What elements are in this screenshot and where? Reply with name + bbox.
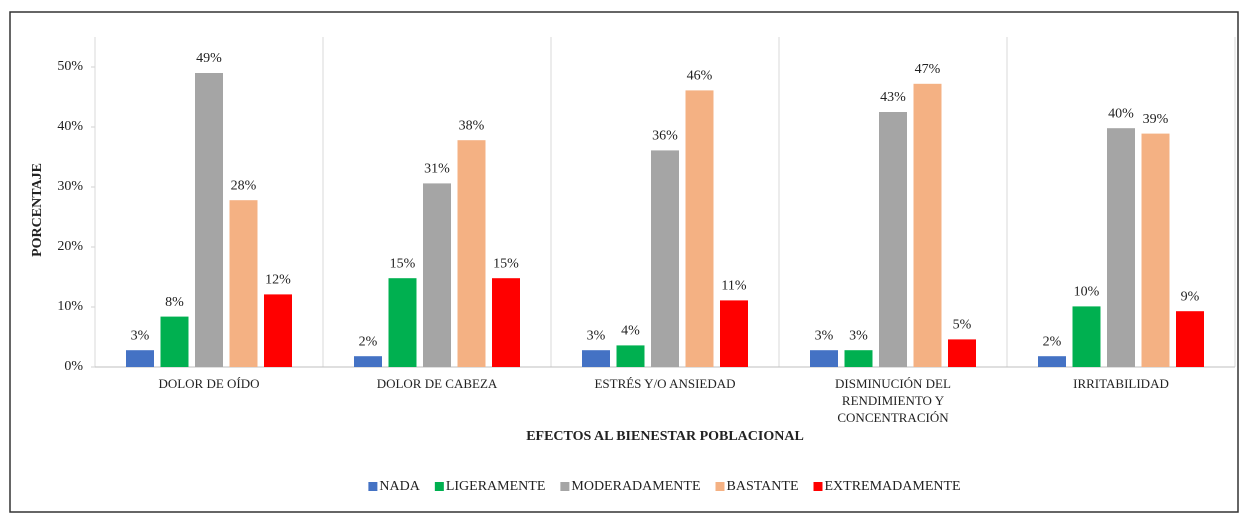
bar	[582, 350, 610, 367]
legend-swatch	[715, 482, 725, 491]
x-tick-label-line: DISMINUCIÓN DEL	[835, 376, 951, 391]
data-label: 10%	[1074, 285, 1100, 300]
data-label: 3%	[849, 328, 868, 343]
legend-swatch	[813, 482, 823, 491]
bar	[160, 316, 189, 367]
bar	[229, 200, 258, 367]
data-label: 39%	[1143, 112, 1169, 127]
bar	[1038, 356, 1066, 367]
bar	[1141, 133, 1170, 367]
data-label: 28%	[231, 178, 257, 193]
data-label: 15%	[493, 256, 519, 271]
legend-swatch	[368, 482, 378, 491]
bar	[720, 300, 748, 367]
data-label: 3%	[131, 328, 150, 343]
x-tick-label: IRRITABILIDAD	[1073, 376, 1169, 391]
data-label: 4%	[621, 324, 640, 339]
data-label: 49%	[196, 51, 222, 66]
bar	[685, 90, 714, 368]
y-tick-label: 0%	[64, 359, 83, 374]
legend-label: LIGERAMENTE	[446, 479, 546, 494]
data-label: 2%	[1043, 334, 1062, 349]
x-tick-label-line: RENDIMIENTO Y	[842, 393, 945, 408]
bar	[264, 294, 292, 367]
bar	[651, 150, 679, 367]
data-label: 43%	[880, 90, 906, 105]
x-tick-label: DISMINUCIÓN DEL RENDIMIENTO Y CONCENTRACIÓ…	[835, 376, 951, 425]
x-tick-label: ESTRÉS Y/O ANSIEDAD	[594, 376, 735, 391]
legend-label: NADA	[379, 479, 420, 494]
legend-label: BASTANTE	[727, 479, 799, 494]
bar	[879, 112, 907, 367]
x-tick-label: DOLOR DE CABEZA	[377, 376, 498, 391]
data-label: 15%	[390, 256, 416, 271]
data-label: 12%	[265, 273, 291, 288]
y-axis-title: PORCENTAJE	[30, 163, 45, 257]
y-tick-label: 20%	[57, 239, 83, 254]
data-label: 5%	[953, 318, 972, 333]
x-tick-label-line: CONCENTRACIÓN	[837, 410, 949, 425]
x-tick-label: DOLOR DE OÍDO	[158, 376, 259, 391]
bar	[354, 356, 382, 367]
data-label: 3%	[587, 328, 606, 343]
bar	[423, 183, 451, 367]
y-tick-label: 10%	[57, 299, 83, 314]
bar	[457, 140, 486, 367]
data-label: 3%	[815, 328, 834, 343]
bar	[616, 345, 645, 367]
data-label: 8%	[165, 295, 184, 310]
bar	[913, 83, 942, 368]
data-label: 38%	[459, 118, 485, 133]
bar	[492, 278, 520, 367]
bar	[1176, 311, 1204, 367]
data-label: 46%	[687, 69, 713, 84]
bar	[1107, 128, 1135, 367]
data-label: 9%	[1181, 289, 1200, 304]
bar	[948, 339, 976, 367]
legend-swatch	[560, 482, 570, 491]
legend-label: MODERADAMENTE	[571, 479, 700, 494]
legend-swatch	[434, 482, 444, 491]
bar	[195, 73, 223, 367]
legend-label: EXTREMADAMENTE	[825, 479, 961, 494]
y-tick-label: 50%	[57, 59, 83, 74]
bar	[844, 350, 873, 367]
data-label: 36%	[652, 129, 678, 144]
bar	[126, 350, 154, 367]
bar	[810, 350, 838, 367]
y-tick-label: 30%	[57, 179, 83, 194]
data-label: 11%	[721, 279, 746, 294]
bar	[1072, 306, 1101, 367]
data-label: 47%	[915, 62, 941, 77]
y-tick-label: 40%	[57, 119, 83, 134]
x-axis-title: EFECTOS AL BIENESTAR POBLACIONAL	[526, 429, 804, 444]
data-label: 2%	[359, 334, 378, 349]
data-label: 31%	[424, 162, 450, 177]
bar	[388, 278, 417, 367]
data-label: 40%	[1108, 106, 1134, 121]
